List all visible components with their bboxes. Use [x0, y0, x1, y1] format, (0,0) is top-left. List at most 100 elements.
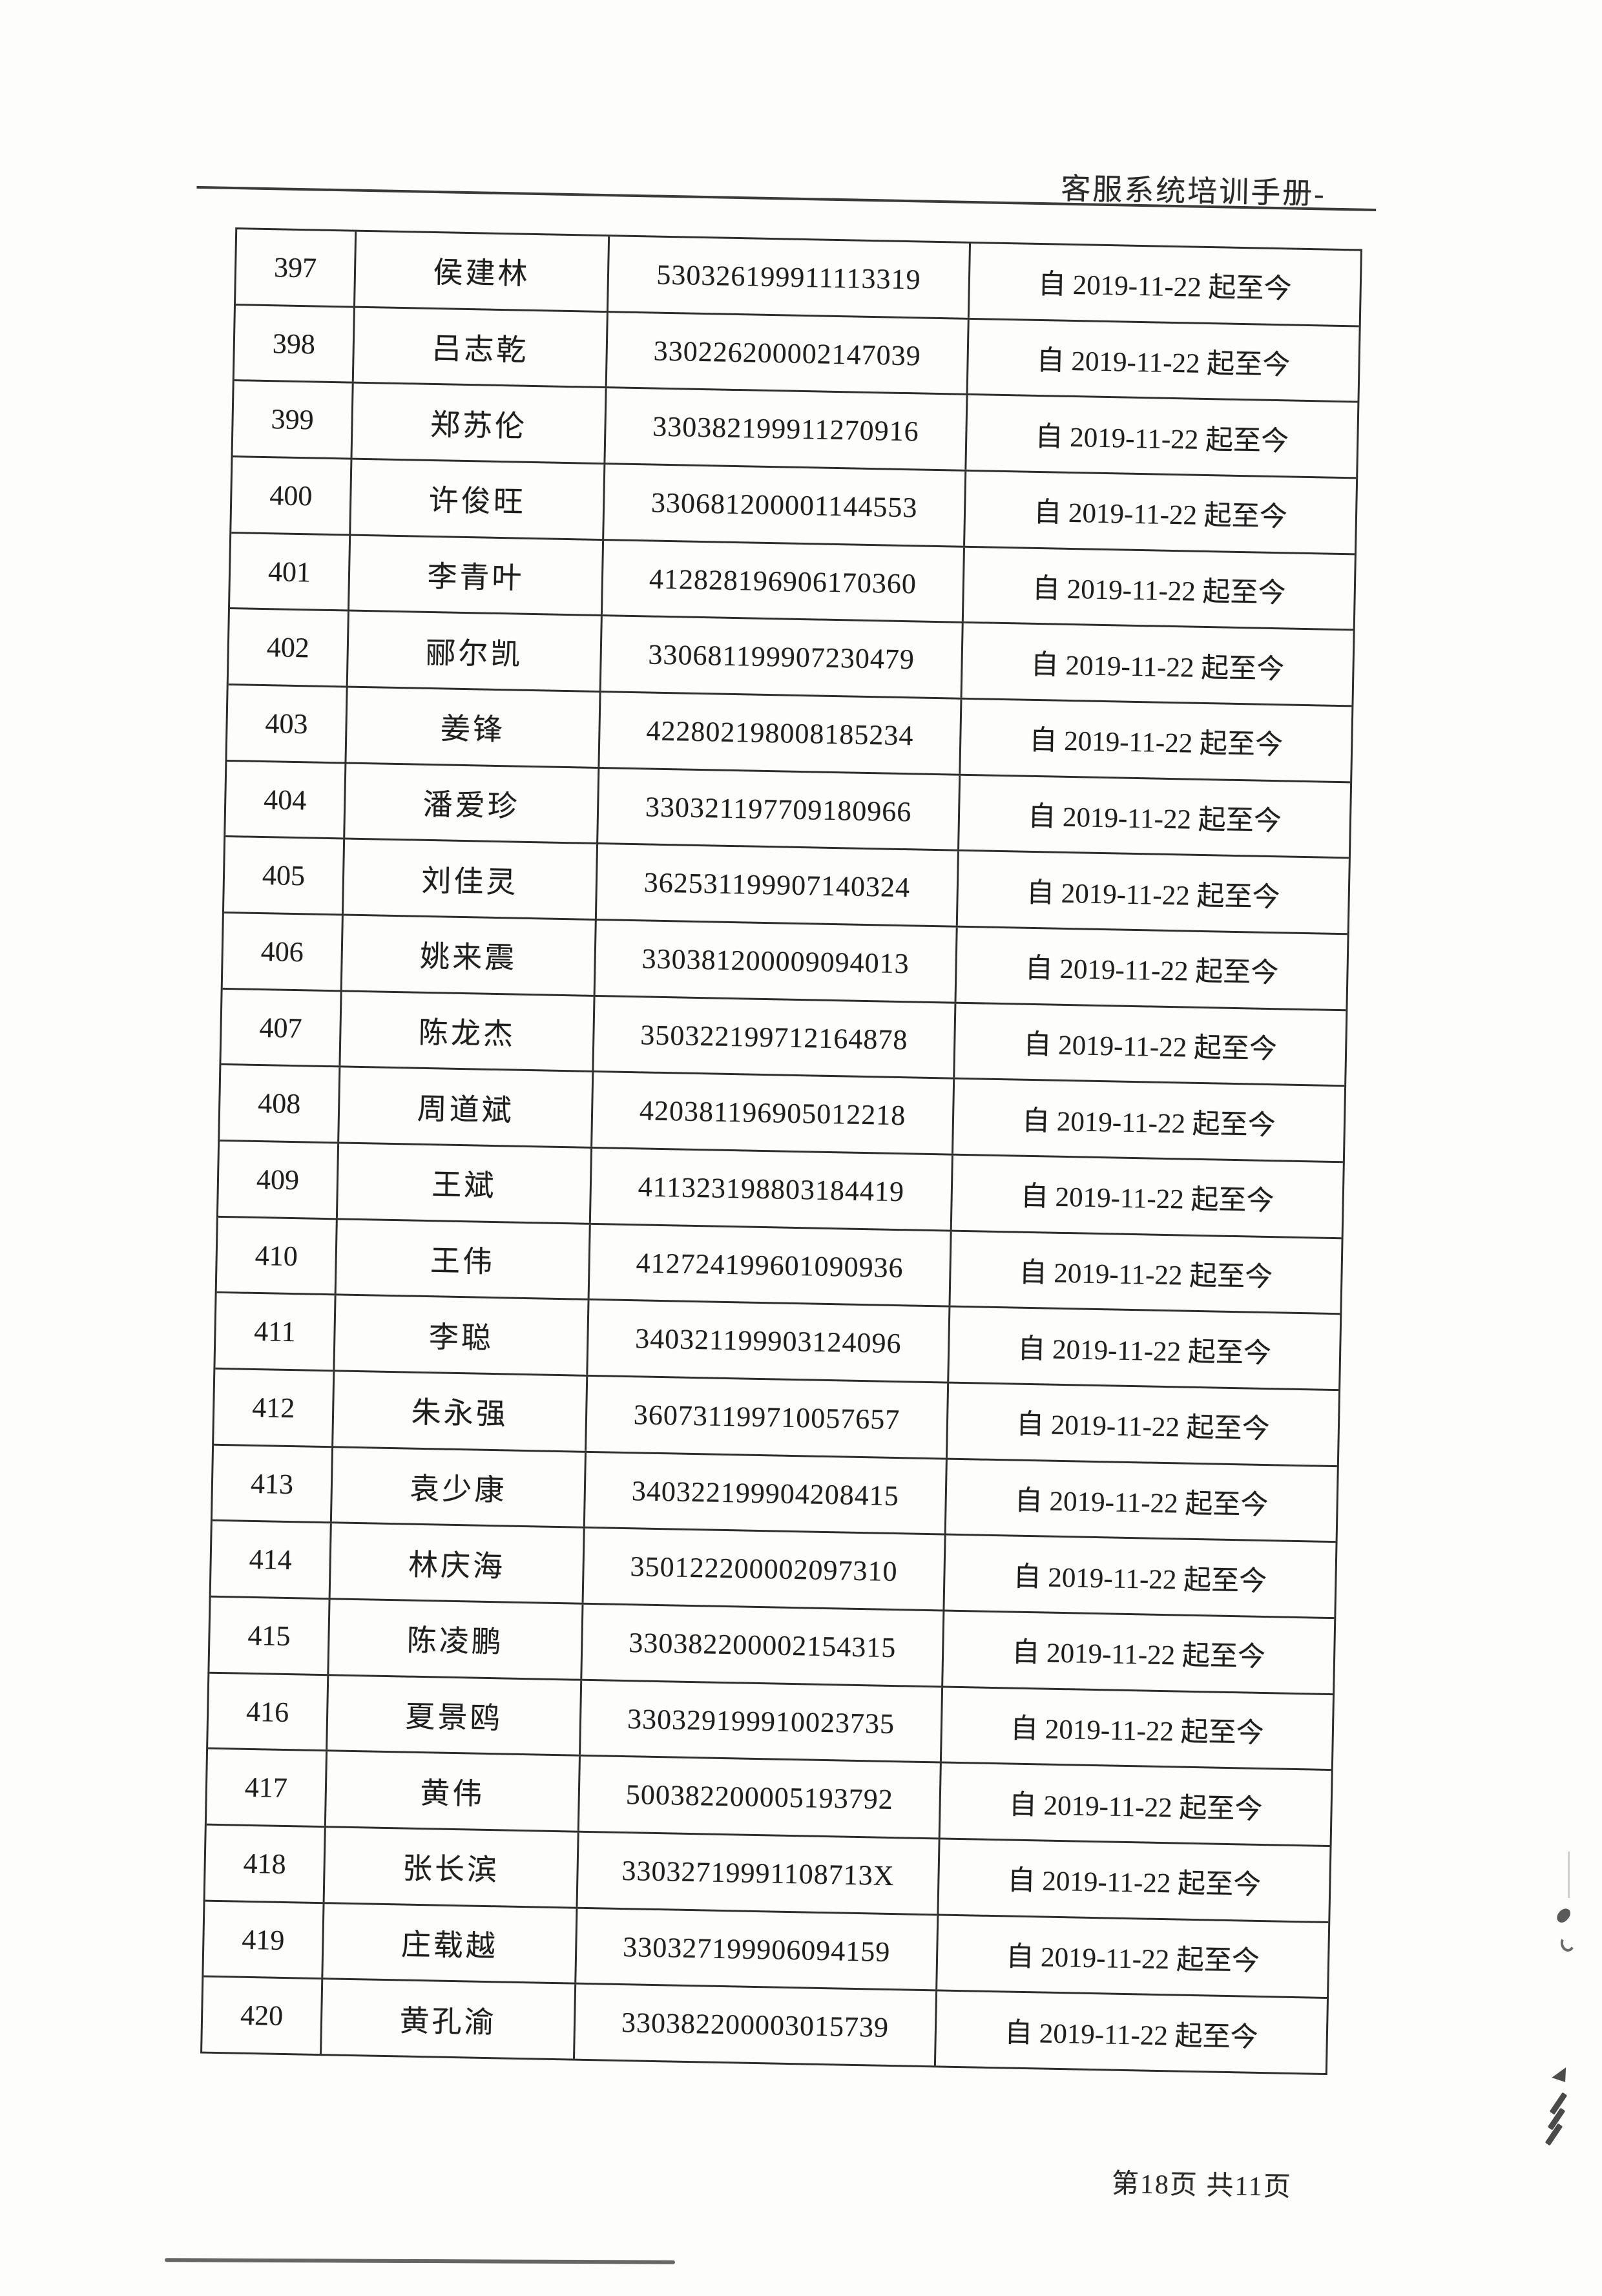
id-number-cell: 340322199904208415 — [583, 1452, 946, 1534]
row-number-cell: 418 — [243, 1847, 287, 1880]
id-number-cell: 330327199906094159 — [574, 1908, 937, 1990]
name-cell: 姜锋 — [344, 687, 599, 767]
period-cell: 自 2019-11-22 起至今 — [954, 927, 1347, 1010]
id-number-cell: 330381200009094013 — [593, 920, 956, 1002]
row-number-cell: 414 — [249, 1543, 293, 1576]
name-cell: 姚来震 — [340, 915, 595, 995]
id-number-cell: 330321197709180966 — [596, 768, 959, 850]
name-cell: 李聪 — [333, 1295, 588, 1375]
period-cell: 自 2019-11-22 起至今 — [939, 1687, 1333, 1769]
period-cell: 自 2019-11-22 起至今 — [950, 1155, 1343, 1237]
row-number-cell: 400 — [269, 479, 313, 512]
name-cell: 郦尔凯 — [346, 611, 601, 691]
row-number-cell: 419 — [241, 1923, 285, 1956]
row-number-cell: 408 — [257, 1087, 301, 1120]
id-number-cell: 420381196905012218 — [590, 1072, 953, 1154]
id-number-cell: 350122200002097310 — [581, 1529, 944, 1610]
row-number-cell: 399 — [271, 403, 315, 436]
period-cell: 自 2019-11-22 起至今 — [942, 1535, 1336, 1618]
name-cell: 侯建林 — [353, 231, 609, 311]
row-number-cell: 416 — [245, 1695, 289, 1728]
period-cell: 自 2019-11-22 起至今 — [944, 1459, 1337, 1541]
name-cell: 吕志乾 — [351, 308, 607, 387]
name-cell: 张长滨 — [322, 1828, 577, 1907]
id-number-cell: 412724199601090936 — [587, 1224, 950, 1306]
period-cell: 自 2019-11-22 起至今 — [937, 1839, 1330, 1921]
period-cell: 自 2019-11-22 起至今 — [941, 1611, 1335, 1693]
name-cell: 王伟 — [334, 1220, 589, 1299]
id-number-cell: 530326199911113319 — [606, 236, 970, 318]
name-cell: 夏景鸥 — [326, 1675, 581, 1755]
id-number-cell: 362531199907140324 — [594, 844, 957, 926]
row-number-cell: 413 — [250, 1467, 294, 1500]
period-cell: 自 2019-11-22 起至今 — [947, 1307, 1340, 1390]
id-number-cell: 330329199910023735 — [579, 1680, 942, 1762]
row-number-cell: 405 — [262, 859, 306, 892]
row-number-cell: 420 — [240, 1999, 284, 2032]
row-number-cell: 407 — [259, 1011, 303, 1044]
name-cell: 袁少康 — [329, 1448, 585, 1527]
row-number-cell: 417 — [244, 1771, 288, 1804]
period-cell: 自 2019-11-22 起至今 — [953, 1003, 1346, 1085]
row-number-cell: 404 — [263, 783, 307, 816]
name-cell: 王斌 — [335, 1143, 591, 1223]
personnel-roster-table: 397 侯建林 530326199911113319 自 2019-11-22 … — [200, 227, 1362, 2076]
period-cell: 自 2019-11-22 起至今 — [959, 699, 1352, 782]
row-number-cell: 412 — [251, 1391, 295, 1425]
row-number-cell: 398 — [272, 327, 316, 360]
id-number-cell: 340321199903124096 — [586, 1300, 949, 1382]
row-number-cell: 397 — [273, 251, 317, 284]
period-cell: 自 2019-11-22 起至今 — [963, 471, 1357, 554]
id-number-cell: 330681200001144553 — [602, 464, 965, 546]
period-cell: 自 2019-11-22 起至今 — [964, 395, 1358, 477]
page-number-footer: 第18页 共11页 — [1111, 2169, 1293, 2203]
period-cell: 自 2019-11-22 起至今 — [945, 1383, 1339, 1465]
period-cell: 自 2019-11-22 起至今 — [961, 547, 1355, 629]
name-cell: 郑苏伦 — [350, 383, 605, 463]
period-cell: 自 2019-11-22 起至今 — [967, 243, 1360, 326]
name-cell: 李青叶 — [347, 536, 603, 615]
period-cell: 自 2019-11-22 起至今 — [948, 1231, 1342, 1313]
name-cell: 许俊旺 — [349, 459, 604, 539]
row-number-cell: 403 — [265, 707, 309, 740]
id-number-cell: 500382200005193792 — [577, 1757, 940, 1838]
id-number-cell: 412828196906170360 — [600, 540, 964, 622]
name-cell: 潘爱珍 — [343, 764, 598, 843]
name-cell: 庄载越 — [321, 1903, 576, 1983]
row-number-cell: 411 — [253, 1315, 296, 1348]
period-cell: 自 2019-11-22 起至今 — [966, 319, 1359, 401]
id-number-cell: 411323198803184419 — [588, 1148, 952, 1230]
id-number-cell: 350322199712164878 — [592, 996, 955, 1078]
name-cell: 刘佳灵 — [341, 839, 597, 919]
id-number-cell: 360731199710057657 — [585, 1376, 948, 1458]
period-cell: 自 2019-11-22 起至今 — [955, 851, 1349, 934]
id-number-cell: 330382200003015739 — [572, 1985, 936, 2066]
id-number-cell: 422802198008185234 — [598, 693, 961, 774]
row-number-cell: 406 — [260, 935, 304, 968]
id-number-cell: 33032719991108713X — [576, 1832, 939, 1914]
period-cell: 自 2019-11-22 起至今 — [938, 1763, 1331, 1846]
row-number-cell: 410 — [255, 1239, 298, 1272]
row-number-cell: 402 — [266, 631, 310, 664]
id-number-cell: 330382200002154315 — [580, 1604, 943, 1686]
period-cell: 自 2019-11-22 起至今 — [960, 623, 1353, 705]
row-number-cell: 401 — [267, 555, 311, 588]
name-cell: 朱永强 — [331, 1372, 587, 1451]
period-cell: 自 2019-11-22 起至今 — [957, 775, 1351, 857]
scan-line-artifact — [1568, 1852, 1570, 1898]
name-cell: 黄孔渝 — [320, 1979, 575, 2059]
row-number-cell: 409 — [256, 1163, 300, 1196]
period-cell: 自 2019-11-22 起至今 — [951, 1080, 1345, 1162]
name-cell: 黄伟 — [324, 1751, 579, 1831]
name-cell: 陈龙杰 — [338, 992, 594, 1071]
id-number-cell: 330681199907230479 — [599, 616, 962, 698]
page-header-title: 客服系统培训手册- — [1060, 172, 1327, 211]
period-cell: 自 2019-11-22 起至今 — [933, 1991, 1327, 2074]
row-number-cell: 415 — [247, 1619, 291, 1653]
id-number-cell: 330226200002147039 — [605, 312, 968, 394]
period-cell: 自 2019-11-22 起至今 — [935, 1915, 1329, 1998]
name-cell: 陈凌鹏 — [327, 1600, 582, 1679]
id-number-cell: 330382199911270916 — [603, 388, 966, 470]
name-cell: 周道斌 — [337, 1067, 592, 1147]
